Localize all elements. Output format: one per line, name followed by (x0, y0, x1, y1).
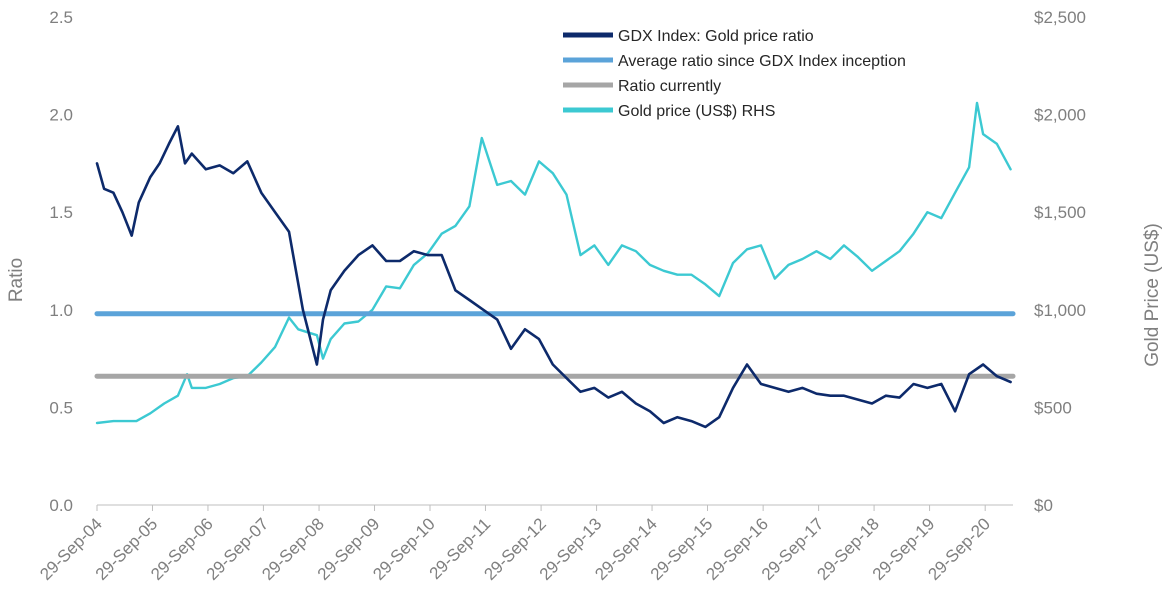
y-axis-left: 0.0 0.5 1.0 1.5 2.0 2.5 (49, 8, 73, 515)
legend-label: GDX Index: Gold price ratio (618, 28, 814, 45)
series-line-0 (95, 125, 1012, 429)
legend-label: Average ratio since GDX Index inception (618, 53, 906, 70)
y-tick-label: 1.0 (49, 301, 73, 320)
plot-lines (94, 101, 1016, 429)
y2-tick-label: $1,500 (1034, 203, 1086, 222)
y2-tick-label: $2,000 (1034, 106, 1086, 125)
y-tick-label: 0.5 (49, 398, 73, 417)
y-tick-label: 2.0 (49, 106, 73, 125)
y-axis-title: Ratio (6, 258, 27, 302)
y2-tick-label: $1,000 (1034, 301, 1086, 320)
legend-label: Ratio currently (618, 78, 721, 95)
y2-tick-label: $500 (1034, 398, 1072, 417)
x-axis: 29-Sep-0429-Sep-0529-Sep-0629-Sep-0729-S… (36, 504, 1013, 584)
y2-axis-title: Gold Price (US$) (1142, 223, 1163, 367)
y-tick-label: 2.5 (49, 8, 73, 27)
y-tick-label: 1.5 (49, 203, 73, 222)
y-axis-right: $0 $500 $1,000 $1,500 $2,000 $2,500 (1034, 8, 1086, 515)
legend-label: Gold price (US$) RHS (618, 103, 775, 120)
y2-tick-label: $2,500 (1034, 8, 1086, 27)
series-line-3 (95, 101, 1012, 425)
y-tick-label: 0.0 (49, 496, 73, 515)
legend: GDX Index: Gold price ratio Average ratio… (563, 28, 906, 120)
y2-tick-label: $0 (1034, 496, 1053, 515)
